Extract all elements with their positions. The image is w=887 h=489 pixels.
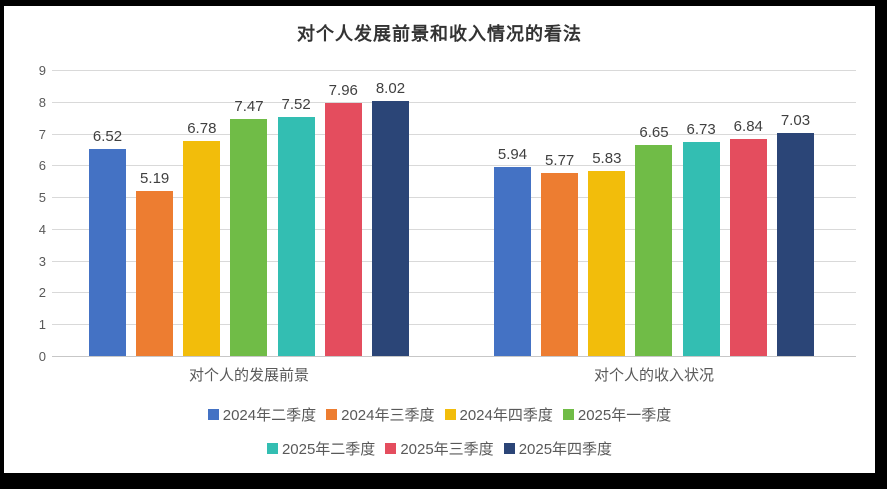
bar-data-label: 7.03 bbox=[780, 111, 811, 129]
bar-slot: 7.47 bbox=[230, 70, 268, 356]
legend-swatch-icon bbox=[503, 443, 515, 454]
bar-2024年三季度-对个人的收入状况 bbox=[541, 172, 579, 356]
legend-label: 2024年二季度 bbox=[222, 407, 317, 424]
bar-data-label: 5.94 bbox=[497, 146, 528, 164]
bar-2025年四季度-对个人的发展前景 bbox=[371, 101, 409, 356]
legend-item-2024年三季度: 2024年三季度 bbox=[326, 404, 435, 425]
plot-area: 0 1 2 3 4 5 6 7 8 9 6.52 5.19 6.78 7.47 7.52 7.96 8.02 5.… bbox=[39, 64, 856, 363]
bar-slot: 8.02 bbox=[371, 70, 409, 356]
y-axis-tick-label: 0 bbox=[38, 349, 46, 364]
legend-swatch-icon bbox=[385, 443, 397, 454]
y-axis-tick-label: 3 bbox=[38, 253, 46, 269]
bar-2025年四季度-对个人的收入状况 bbox=[776, 132, 814, 356]
legend-swatch-icon bbox=[444, 409, 456, 420]
y-axis-tick-label: 1 bbox=[38, 317, 46, 333]
legend-swatch-icon bbox=[207, 409, 219, 420]
bar-2024年二季度-对个人的发展前景 bbox=[89, 148, 126, 356]
bar-2025年一季度-对个人的发展前景 bbox=[230, 118, 268, 356]
bar-2025年三季度-对个人的收入状况 bbox=[729, 138, 767, 356]
legend-label: 2025年三季度 bbox=[400, 441, 494, 458]
legend-item-2024年四季度: 2024年四季度 bbox=[444, 404, 553, 425]
bar-data-label: 6.78 bbox=[187, 119, 217, 137]
chart-legend: 2024年二季度 2024年三季度 2024年四季度 2025年一季度 2025年二季度… bbox=[4, 404, 875, 459]
bar-data-label: 6.73 bbox=[686, 121, 716, 139]
y-axis-tick-label: 8 bbox=[38, 94, 46, 110]
bar-group-2: 5.94 5.77 5.83 6.65 6.73 6.84 7.03 bbox=[494, 70, 814, 356]
bar-2024年四季度-对个人的发展前景 bbox=[183, 140, 221, 356]
gridline bbox=[52, 133, 856, 135]
chart-canvas: 对个人发展前景和收入情况的看法 0 1 2 3 4 5 6 7 8 9 6.52 5.19 6.78 7.… bbox=[4, 6, 875, 473]
gridline bbox=[52, 228, 856, 230]
bar-data-label: 6.84 bbox=[733, 117, 763, 135]
bar-data-label: 5.77 bbox=[545, 151, 575, 169]
bar-2025年二季度-对个人的发展前景 bbox=[277, 117, 315, 356]
gridline bbox=[52, 292, 856, 294]
bar-data-label: 5.19 bbox=[140, 170, 170, 188]
legend-label: 2024年三季度 bbox=[341, 407, 435, 424]
x-axis-line bbox=[52, 356, 856, 357]
legend-item-2024年二季度: 2024年二季度 bbox=[207, 404, 317, 425]
y-axis-tick-label: 6 bbox=[38, 158, 46, 174]
bar-data-label: 7.47 bbox=[234, 97, 264, 115]
bar-slot: 5.77 bbox=[541, 70, 579, 356]
gridline bbox=[52, 165, 856, 167]
y-axis-tick-label: 7 bbox=[38, 126, 46, 142]
legend-label: 2025年二季度 bbox=[281, 441, 376, 458]
bar-slot: 5.94 bbox=[494, 70, 531, 356]
legend-item-2025年二季度: 2025年二季度 bbox=[266, 438, 376, 459]
bar-slot: 6.84 bbox=[729, 70, 767, 356]
gridline bbox=[52, 260, 856, 262]
bar-slot: 6.65 bbox=[635, 70, 673, 356]
bar-data-label: 6.65 bbox=[639, 123, 669, 141]
legend-item-2025年四季度: 2025年四季度 bbox=[503, 438, 613, 459]
legend-swatch-icon bbox=[326, 409, 338, 420]
legend-label: 2025年一季度 bbox=[577, 407, 672, 424]
gridline bbox=[52, 197, 856, 199]
legend-label: 2025年四季度 bbox=[518, 441, 613, 458]
bar-slot: 5.19 bbox=[136, 70, 174, 356]
category-label-1: 对个人的发展前景 bbox=[188, 367, 309, 384]
bar-data-label: 6.52 bbox=[92, 127, 123, 145]
bar-slot: 6.78 bbox=[183, 70, 221, 356]
y-axis-tick-label: 9 bbox=[38, 63, 46, 78]
gridline bbox=[52, 324, 856, 326]
bar-2024年二季度-对个人的收入状况 bbox=[494, 167, 531, 356]
bar-data-label: 8.02 bbox=[375, 80, 406, 98]
legend-item-2025年三季度: 2025年三季度 bbox=[385, 438, 494, 459]
bar-slot: 7.96 bbox=[324, 70, 362, 356]
category-label-2: 对个人的收入状况 bbox=[593, 367, 714, 384]
y-axis-tick-label: 2 bbox=[38, 285, 46, 301]
bar-data-label: 5.83 bbox=[592, 149, 622, 167]
legend-item-2025年一季度: 2025年一季度 bbox=[562, 404, 672, 425]
bar-2024年三季度-对个人的发展前景 bbox=[136, 191, 174, 356]
legend-row-1: 2024年二季度 2024年三季度 2024年四季度 2025年一季度 bbox=[203, 404, 677, 425]
legend-label: 2024年四季度 bbox=[459, 407, 553, 424]
gridline bbox=[52, 70, 856, 71]
gridline bbox=[52, 101, 856, 103]
bar-slot: 6.73 bbox=[682, 70, 720, 356]
bar-slot: 5.83 bbox=[588, 70, 626, 356]
bar-slot: 7.52 bbox=[277, 70, 315, 356]
legend-row-2: 2025年二季度 2025年三季度 2025年四季度 bbox=[262, 438, 617, 459]
bar-slot: 6.52 bbox=[89, 70, 126, 356]
legend-swatch-icon bbox=[266, 443, 278, 454]
bar-data-label: 7.96 bbox=[328, 82, 358, 100]
bar-2025年二季度-对个人的收入状况 bbox=[682, 142, 720, 356]
y-axis-tick-label: 4 bbox=[38, 221, 46, 237]
y-axis-tick-label: 5 bbox=[38, 190, 46, 206]
bar-slot: 7.03 bbox=[776, 70, 814, 356]
chart-title: 对个人发展前景和收入情况的看法 bbox=[297, 24, 582, 44]
bar-data-label: 7.52 bbox=[281, 96, 311, 114]
legend-swatch-icon bbox=[562, 409, 574, 420]
bar-2025年一季度-对个人的收入状况 bbox=[635, 144, 673, 356]
bar-2024年四季度-对个人的收入状况 bbox=[588, 170, 626, 356]
bar-group-1: 6.52 5.19 6.78 7.47 7.52 7.96 8.02 bbox=[89, 70, 409, 356]
bar-2025年三季度-对个人的发展前景 bbox=[324, 103, 362, 356]
